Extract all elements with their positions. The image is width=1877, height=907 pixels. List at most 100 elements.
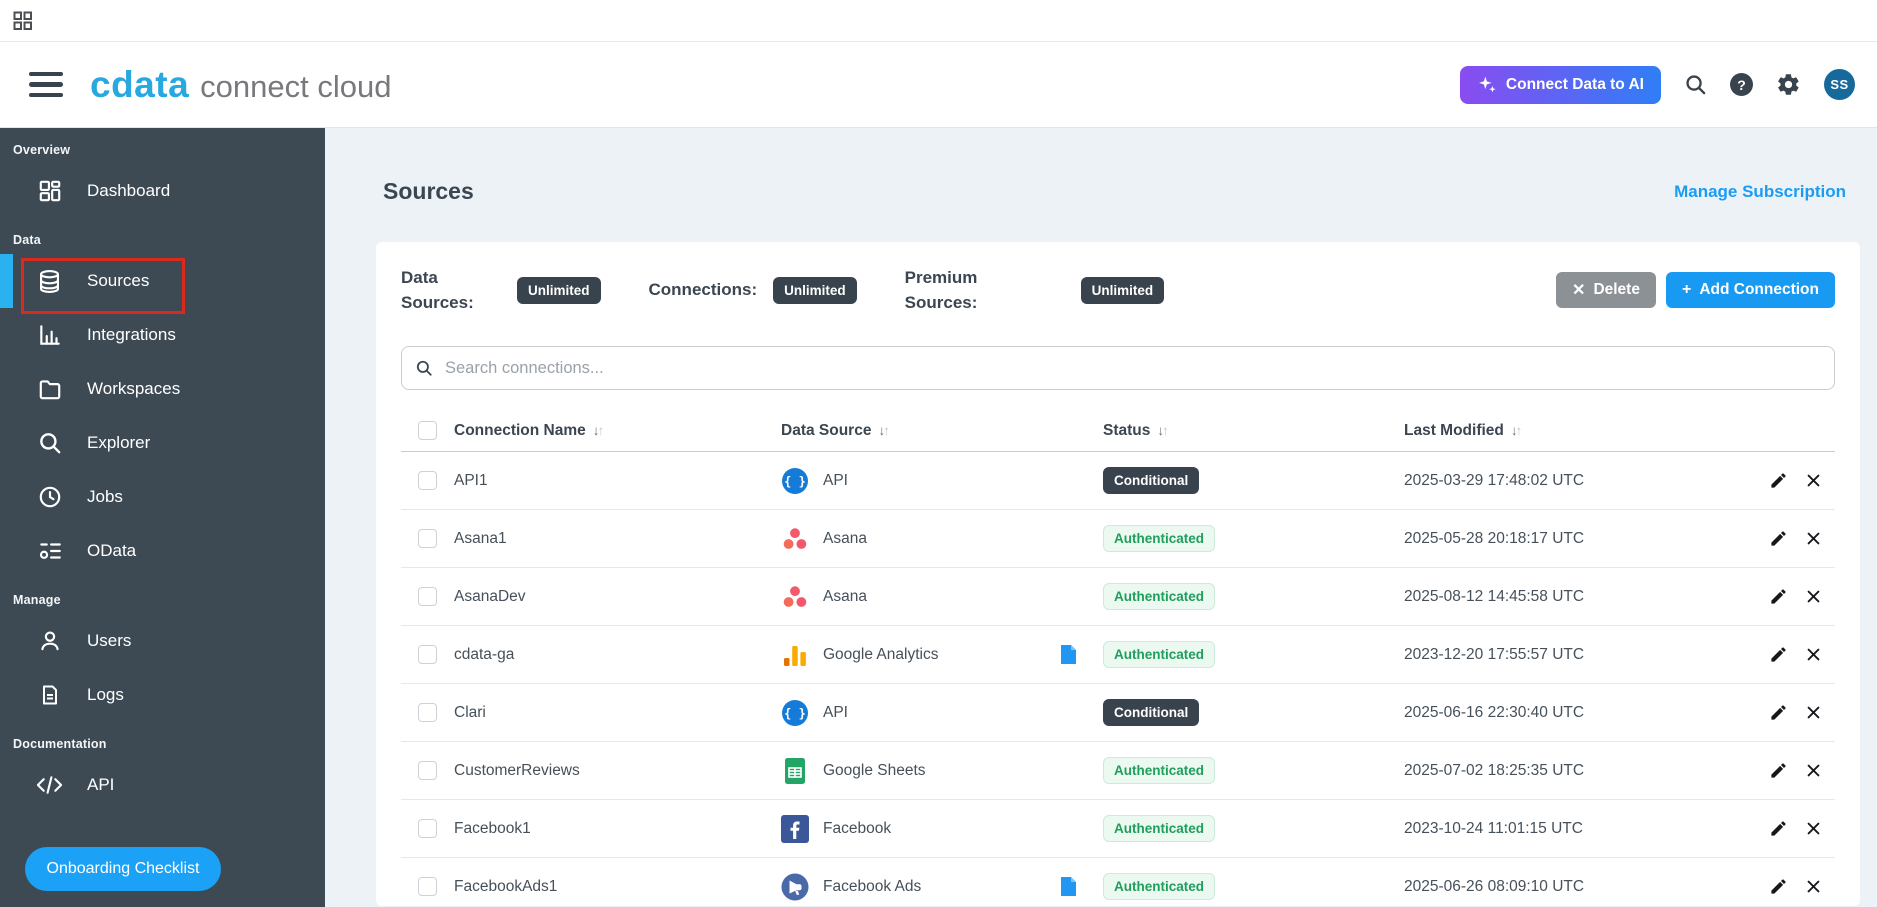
last-modified: 2025-05-28 20:18:17 UTC (1404, 529, 1585, 547)
last-modified: 2025-08-12 14:45:58 UTC (1404, 587, 1585, 605)
connection-name: FacebookAds1 (454, 877, 558, 895)
sidebar-item-label: Jobs (87, 487, 123, 506)
sidebar-section-label: Overview (13, 143, 71, 157)
onboarding-checklist-button[interactable]: Onboarding Checklist (25, 847, 221, 891)
edit-pencil-icon[interactable] (1769, 703, 1788, 722)
plus-icon: + (1681, 281, 1692, 298)
doc-file-icon[interactable] (1060, 876, 1077, 897)
sidebar-section-label: Documentation (13, 737, 107, 751)
sidebar-item-logs[interactable]: Logs (0, 668, 325, 722)
sidebar-item-label: Sources (87, 271, 150, 290)
row-checkbox[interactable] (418, 877, 437, 896)
document-icon (36, 682, 63, 709)
select-all-checkbox[interactable] (418, 421, 437, 440)
source-name: Asana (823, 529, 867, 547)
edit-pencil-icon[interactable] (1769, 761, 1788, 780)
delete-x-icon[interactable] (1805, 820, 1822, 837)
page-title: Sources (383, 178, 474, 204)
row-checkbox[interactable] (418, 645, 437, 664)
sidebar-item-integrations[interactable]: Integrations (0, 308, 325, 362)
app-logo: cdata connect cloud (90, 64, 391, 106)
table-row[interactable]: cdata-ga Google Analytics Authenticated 202… (401, 626, 1835, 684)
row-checkbox[interactable] (418, 703, 437, 722)
sidebar-item-label: API (87, 775, 115, 794)
delete-x-icon[interactable] (1805, 588, 1822, 605)
table-row[interactable]: Clari { } API Conditional 2025-06-16 22:30:4… (401, 684, 1835, 742)
edit-pencil-icon[interactable] (1769, 587, 1788, 606)
table-row[interactable]: Facebook1 Facebook Authenticated 2023-10-24… (401, 800, 1835, 858)
sidebar-item-label: Users (87, 631, 132, 650)
source-name: Asana (823, 587, 867, 605)
api-icon: { } (781, 467, 809, 495)
sidebar-item-odata[interactable]: OData (0, 524, 325, 578)
search-connections-input[interactable] (443, 357, 1821, 379)
row-checkbox[interactable] (418, 529, 437, 548)
bar-chart-icon (36, 322, 63, 349)
edit-pencil-icon[interactable] (1769, 471, 1788, 490)
clock-icon (36, 484, 63, 511)
table-row[interactable]: FacebookAds1 Facebook Ads Authenticated 202… (401, 858, 1835, 906)
row-checkbox[interactable] (418, 819, 437, 838)
row-checkbox[interactable] (418, 471, 437, 490)
logo-connect-cloud: connect cloud (200, 68, 392, 104)
column-header-data-source[interactable]: Data Source ↓↑ (781, 421, 890, 439)
sidebar-item-api[interactable]: API (0, 758, 325, 812)
connection-name: Clari (454, 703, 486, 721)
sidebar-item-label: Workspaces (87, 379, 181, 398)
delete-button[interactable]: ✕ Delete (1556, 272, 1656, 308)
code-icon (36, 772, 63, 799)
edit-pencil-icon[interactable] (1769, 819, 1788, 838)
sidebar-item-dashboard[interactable]: Dashboard (0, 164, 325, 218)
sidebar-item-jobs[interactable]: Jobs (0, 470, 325, 524)
sidebar-item-label: Explorer (87, 433, 151, 452)
row-checkbox[interactable] (418, 587, 437, 606)
connection-name: CustomerReviews (454, 761, 580, 779)
column-header-last-modified[interactable]: Last Modified ↓↑ (1404, 421, 1522, 439)
edit-pencil-icon[interactable] (1769, 529, 1788, 548)
menu-icon[interactable] (29, 71, 63, 98)
apps-grid-icon[interactable] (13, 11, 33, 31)
manage-subscription-link[interactable]: Manage Subscription (1674, 181, 1846, 201)
status-badge: Conditional (1103, 699, 1200, 726)
search-icon[interactable] (1684, 73, 1707, 96)
add-connection-button[interactable]: + Add Connection (1665, 272, 1835, 308)
search-icon (36, 430, 63, 457)
facebook-ads-icon (781, 873, 809, 901)
column-header-status[interactable]: Status ↓↑ (1103, 421, 1169, 439)
sidebar-item-explorer[interactable]: Explorer (0, 416, 325, 470)
delete-x-icon[interactable] (1805, 878, 1822, 895)
folder-icon (36, 376, 63, 403)
connect-data-to-ai-button[interactable]: Connect Data to AI (1459, 65, 1661, 104)
doc-file-icon[interactable] (1060, 644, 1077, 665)
gear-icon[interactable] (1776, 72, 1801, 97)
table-row[interactable]: AsanaDev Asana Authenticated 2025-08-12 14:… (401, 568, 1835, 626)
table-row[interactable]: CustomerReviews Google Sheets Authenticate… (401, 742, 1835, 800)
column-header-connection-name[interactable]: Connection Name ↓↑ (454, 421, 604, 439)
delete-x-icon[interactable] (1805, 704, 1822, 721)
delete-x-icon[interactable] (1805, 762, 1822, 779)
sidebar-item-users[interactable]: Users (0, 614, 325, 668)
status-badge: Authenticated (1103, 583, 1216, 610)
table-row[interactable]: Asana1 Asana Authenticated 2025-05-28 20:18… (401, 510, 1835, 568)
edit-pencil-icon[interactable] (1769, 645, 1788, 664)
stat-label: Premium Sources: (904, 267, 978, 313)
stat-group: Connections: Unlimited (649, 276, 857, 304)
delete-x-icon[interactable] (1805, 530, 1822, 547)
status-badge: Authenticated (1103, 525, 1216, 552)
table-row[interactable]: API1 { } API Conditional 2025-03-29 17:48:02… (401, 452, 1835, 510)
sidebar-item-sources[interactable]: Sources (0, 254, 325, 308)
row-checkbox[interactable] (418, 761, 437, 780)
delete-x-icon[interactable] (1805, 472, 1822, 489)
edit-pencil-icon[interactable] (1769, 877, 1788, 896)
logo-cdata: cdata (90, 63, 190, 105)
help-icon[interactable]: ? (1730, 73, 1753, 96)
stat-value-badge: Unlimited (773, 276, 857, 304)
asana-icon (781, 525, 809, 553)
facebook-icon (781, 814, 809, 843)
source-name: Facebook (823, 819, 892, 837)
user-avatar[interactable]: SS (1824, 69, 1855, 100)
delete-x-icon[interactable] (1805, 646, 1822, 663)
stats-row: Data Sources: Unlimited Connections: Unlimi… (401, 258, 1835, 322)
sidebar-item-workspaces[interactable]: Workspaces (0, 362, 325, 416)
